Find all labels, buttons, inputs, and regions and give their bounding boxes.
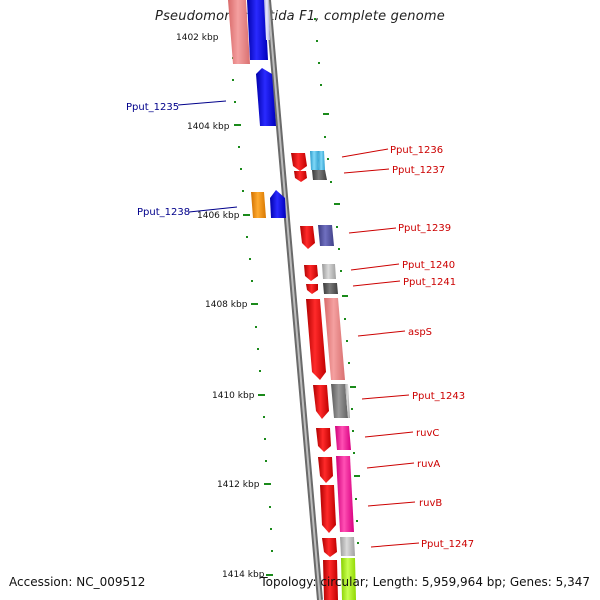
gene-block <box>335 426 351 450</box>
gene-arrow <box>322 538 337 557</box>
gene-label-pput-1235[interactable]: Pput_1235 <box>126 102 179 113</box>
kbp-label: 1410 kbp <box>212 391 255 401</box>
kbp-label: 1404 kbp <box>187 122 230 132</box>
kbp-label: 1402 kbp <box>176 33 219 43</box>
kbp-label: 1414 kbp <box>222 570 265 580</box>
minus-strand-genes <box>228 0 286 218</box>
gene-arrow <box>304 265 318 281</box>
gene-label-pput-1239[interactable]: Pput_1239 <box>398 223 451 234</box>
gene-block <box>247 0 268 60</box>
genome-backbone <box>265 0 323 600</box>
gene-arrow <box>306 284 318 294</box>
topology-text: Topology: circular; Length: 5,959,964 bp… <box>260 575 590 589</box>
accession-text: Accession: NC_009512 <box>9 575 146 589</box>
gene-label-pput-1238[interactable]: Pput_1238 <box>137 207 190 218</box>
gene-label-asps[interactable]: aspS <box>408 327 432 338</box>
gene-block <box>340 537 355 556</box>
gene-label-ruva[interactable]: ruvA <box>417 459 440 470</box>
gene-block <box>264 0 270 40</box>
leader-lines-left <box>177 100 238 213</box>
kbp-label: 1412 kbp <box>217 480 260 490</box>
gene-label-pput-1243[interactable]: Pput_1243 <box>412 391 465 402</box>
gene-arrow <box>291 153 307 171</box>
gene-labels-right: Pput_1236 Pput_1237 Pput_1239 Pput_1240 … <box>390 145 474 550</box>
gene-arrow <box>320 485 336 533</box>
gene-block <box>310 151 319 170</box>
gene-block <box>323 560 338 600</box>
gene-arrow <box>316 428 331 452</box>
gene-arrow <box>318 457 333 483</box>
gene-arrow <box>300 226 315 249</box>
kbp-label: 1406 kbp <box>197 211 240 221</box>
leader-lines-right <box>341 148 420 548</box>
gene-block <box>341 558 356 600</box>
kbp-label: 1408 kbp <box>205 300 248 310</box>
plus-strand-genes <box>291 151 356 600</box>
gene-label-ruvc[interactable]: ruvC <box>416 428 439 439</box>
gene-block <box>322 264 336 279</box>
scale-ticks-right <box>314 18 360 544</box>
gene-arrow <box>313 385 329 419</box>
gene-label-pput-1240[interactable]: Pput_1240 <box>402 260 455 271</box>
gene-label-pput-1241[interactable]: Pput_1241 <box>403 277 456 288</box>
gene-label-pput-1237[interactable]: Pput_1237 <box>392 165 445 176</box>
gene-block <box>345 384 350 418</box>
gene-label-ruvb[interactable]: ruvB <box>419 498 442 509</box>
gene-arrow <box>294 171 307 182</box>
gene-arrow <box>306 299 326 380</box>
gene-block <box>336 456 354 532</box>
gene-labels-left: Pput_1235 Pput_1238 <box>126 102 190 218</box>
gene-label-pput-1247[interactable]: Pput_1247 <box>421 539 474 550</box>
gene-arrow <box>270 190 286 218</box>
gene-arrow <box>256 68 276 126</box>
gene-block <box>251 192 266 218</box>
gene-block <box>318 151 325 170</box>
gene-block <box>312 170 327 180</box>
gene-block <box>228 0 250 64</box>
gene-block <box>331 384 348 418</box>
kbp-labels: 1402 kbp 1404 kbp 1406 kbp 1408 kbp 1410… <box>176 33 265 580</box>
map-title: Pseudomonas putida F1, complete genome <box>155 9 445 24</box>
gene-label-pput-1236[interactable]: Pput_1236 <box>390 145 443 156</box>
gene-block <box>324 298 345 380</box>
gene-block <box>323 283 338 294</box>
gene-block <box>318 225 334 246</box>
